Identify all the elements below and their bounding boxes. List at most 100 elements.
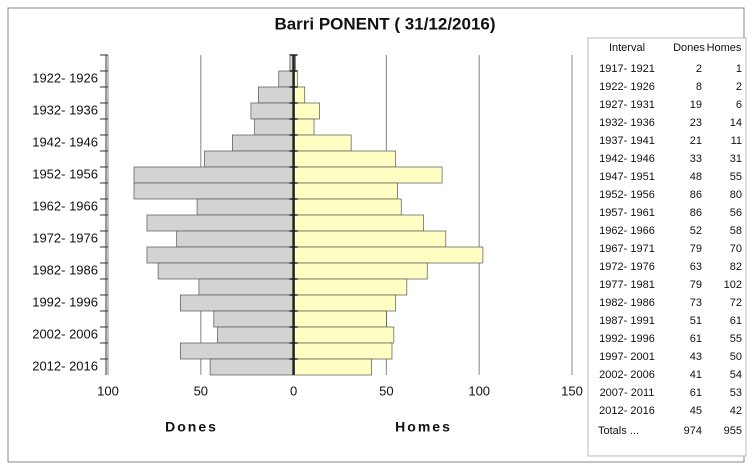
table-interval: 1967- 1971 — [599, 243, 655, 255]
y-tick-label: 1972- 1976 — [32, 230, 98, 245]
x-tick-label: 100 — [468, 383, 490, 398]
table-dones: 8 — [696, 81, 702, 93]
table-dones: 73 — [690, 297, 702, 309]
bar-homes — [293, 86, 306, 104]
chart-title: Barri PONENT ( 31/12/2016) — [274, 14, 495, 33]
table-homes: 72 — [730, 297, 742, 309]
table-homes: 58 — [730, 225, 742, 237]
table-header: Dones — [673, 42, 705, 54]
x-tick-label: 100 — [97, 383, 119, 398]
bar-homes — [293, 246, 484, 264]
bar-dones — [250, 102, 294, 120]
bar-dones — [146, 246, 294, 264]
y-tick-label: 1942- 1946 — [32, 134, 98, 149]
bar-dones — [213, 310, 294, 328]
table-dones: 23 — [690, 117, 702, 129]
table-interval: 1987- 1991 — [599, 315, 655, 327]
table-homes: 61 — [730, 315, 742, 327]
table-totals-dones: 974 — [684, 425, 702, 437]
table-header: Homes — [707, 42, 742, 54]
table-homes: 70 — [730, 243, 742, 255]
bar-homes — [293, 262, 428, 280]
y-tick-label: 2002- 2006 — [32, 326, 98, 341]
table-dones: 51 — [690, 315, 702, 327]
table-dones: 43 — [690, 351, 702, 363]
table-dones: 41 — [690, 369, 702, 381]
bar-homes — [293, 214, 424, 232]
table-interval: 1937- 1941 — [599, 135, 655, 147]
table-dones: 21 — [690, 135, 702, 147]
table-homes: 54 — [730, 369, 742, 381]
y-tick-label: 1932- 1936 — [32, 102, 98, 117]
table-homes: 2 — [736, 81, 742, 93]
bar-dones — [176, 230, 294, 248]
x-tick-label: 150 — [561, 383, 583, 398]
table-dones: 61 — [690, 387, 702, 399]
bar-dones — [204, 150, 294, 168]
bar-homes — [293, 342, 393, 360]
table-homes: 11 — [731, 135, 742, 147]
table-interval: 1997- 2001 — [599, 351, 655, 363]
table-homes: 6 — [736, 99, 742, 111]
y-tick-label: 1992- 1996 — [32, 294, 98, 309]
bar-homes — [293, 358, 372, 376]
table-dones: 79 — [690, 279, 702, 291]
table-totals-homes: 955 — [724, 425, 742, 437]
table-header: Interval — [609, 42, 645, 54]
table-dones: 63 — [690, 261, 702, 273]
bar-homes — [293, 134, 352, 152]
table-box — [587, 37, 747, 457]
table-homes: 1 — [736, 63, 742, 75]
table-dones: 79 — [690, 243, 702, 255]
bar-dones — [196, 198, 294, 216]
axis-label-homes: Homes — [395, 419, 452, 435]
table-interval: 1942- 1946 — [599, 153, 655, 165]
bar-dones — [133, 182, 294, 200]
bar-homes — [293, 102, 320, 120]
table-interval: 1932- 1936 — [599, 117, 655, 129]
axis-label-dones: Dones — [165, 419, 218, 435]
bar-homes — [293, 182, 398, 200]
table-homes: 31 — [730, 153, 742, 165]
table-dones: 48 — [690, 171, 702, 183]
bar-dones — [217, 326, 294, 344]
table-dones: 61 — [690, 333, 702, 345]
table-dones: 19 — [690, 99, 702, 111]
y-tick-label: 1952- 1956 — [32, 166, 98, 181]
bar-homes — [293, 310, 387, 328]
table-homes: 82 — [730, 261, 742, 273]
bar-dones — [157, 262, 294, 280]
table-interval: 1982- 1986 — [599, 297, 655, 309]
bar-homes — [293, 166, 443, 184]
table-dones: 33 — [690, 153, 702, 165]
table-interval: 1947- 1951 — [599, 171, 655, 183]
table-interval: 2012- 2016 — [599, 405, 655, 417]
bar-dones — [257, 86, 294, 104]
bar-dones — [209, 358, 294, 376]
table-interval: 1957- 1961 — [599, 207, 655, 219]
table-interval: 1922- 1926 — [599, 81, 655, 93]
x-tick-label: 50 — [194, 383, 208, 398]
table-dones: 2 — [696, 63, 702, 75]
table-homes: 42 — [730, 405, 742, 417]
bar-homes — [293, 150, 397, 168]
table-interval: 1977- 1981 — [599, 279, 655, 291]
table-dones: 86 — [690, 189, 702, 201]
bar-dones — [133, 166, 294, 184]
bar-homes — [293, 294, 397, 312]
table-interval: 2007- 2011 — [600, 387, 655, 399]
table-interval: 1972- 1976 — [599, 261, 655, 273]
bar-dones — [198, 278, 294, 296]
table-interval: 1992- 1996 — [599, 333, 655, 345]
bar-homes — [293, 118, 315, 136]
table-interval: 1962- 1966 — [599, 225, 655, 237]
bar-dones — [232, 134, 294, 152]
table-totals-label: Totals ... — [598, 425, 639, 437]
table-dones: 52 — [690, 225, 702, 237]
table-homes: 56 — [730, 207, 742, 219]
bar-homes — [293, 198, 402, 216]
y-tick-label: 1982- 1986 — [32, 262, 98, 277]
table-interval: 1917- 1921 — [599, 63, 655, 75]
table-homes: 53 — [730, 387, 742, 399]
